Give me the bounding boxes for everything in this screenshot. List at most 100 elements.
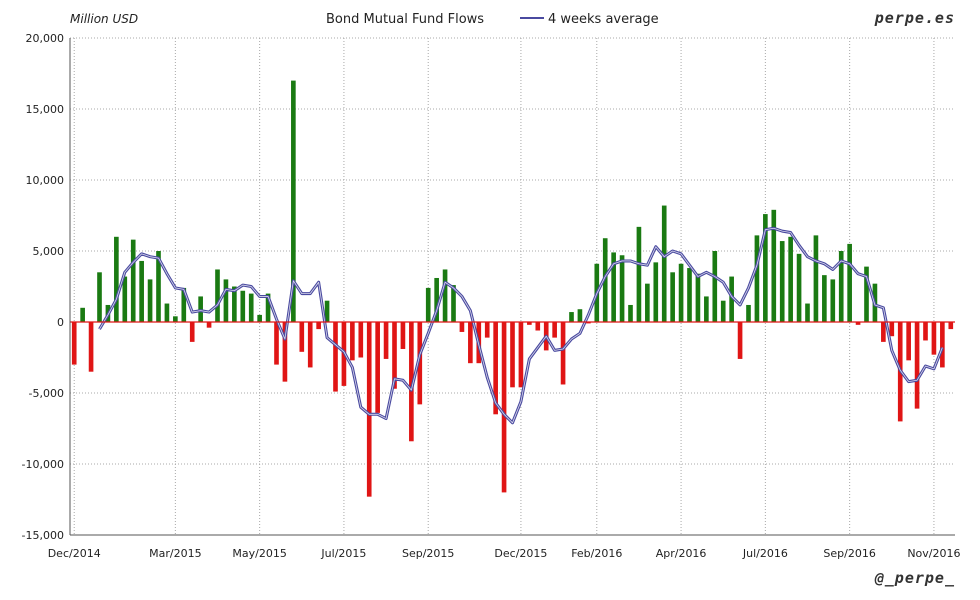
bar (392, 322, 397, 389)
bar (468, 322, 473, 364)
bar (645, 283, 650, 322)
axes (69, 38, 955, 536)
y-tick-label: 15,000 (26, 103, 65, 116)
bar (586, 322, 591, 324)
bar (796, 253, 802, 322)
bar (923, 322, 928, 341)
bar (358, 322, 364, 358)
y-tick-label: 0 (57, 316, 64, 329)
bar (678, 263, 684, 322)
bar (459, 322, 465, 332)
bar (779, 241, 785, 322)
bar (139, 260, 144, 322)
bar (704, 296, 709, 322)
bar (274, 322, 279, 365)
bar (822, 275, 827, 322)
bar (291, 80, 296, 322)
x-tick-label: Dec/2014 (48, 547, 101, 560)
bar (754, 235, 760, 322)
bar (156, 251, 161, 322)
bar (114, 236, 119, 322)
bar (417, 322, 423, 405)
bar (720, 300, 726, 322)
bar (830, 279, 836, 322)
bar (805, 303, 810, 322)
unit-label: Million USD (70, 12, 138, 26)
bar (240, 290, 246, 322)
x-tick-label: Feb/2016 (571, 547, 622, 560)
bar (181, 287, 187, 322)
bar (838, 251, 844, 322)
bar (527, 322, 532, 325)
bar (535, 322, 541, 331)
author-handle: @_perpe_ (874, 569, 955, 587)
bar (80, 307, 85, 322)
bar (771, 209, 777, 322)
bar (173, 316, 178, 322)
bar (501, 322, 507, 493)
bar (71, 322, 77, 365)
bar (366, 322, 372, 497)
bar (560, 322, 566, 385)
bar (569, 312, 574, 322)
bar (299, 322, 305, 352)
legend-label: 4 weeks average (548, 12, 659, 27)
x-tick-label: May/2015 (232, 547, 286, 560)
x-tick-label: Jul/2016 (742, 547, 788, 560)
bar (746, 304, 751, 322)
bar (324, 300, 330, 322)
bar (881, 322, 886, 342)
bar (889, 322, 895, 337)
bar (493, 322, 498, 415)
bar (257, 314, 262, 322)
bar (375, 322, 380, 413)
bar (248, 293, 254, 322)
bar (687, 268, 692, 322)
bar (350, 322, 355, 361)
bar (451, 285, 456, 322)
y-tick-label: 10,000 (26, 174, 65, 187)
average-line-highlight (99, 227, 943, 424)
bar (670, 272, 675, 322)
bar-series (71, 80, 954, 497)
y-tick-label: 20,000 (26, 32, 65, 45)
average-line-series (98, 226, 944, 425)
bar (282, 322, 288, 382)
bar (855, 322, 861, 325)
bar (307, 322, 313, 368)
bar (788, 236, 793, 322)
bar (206, 322, 212, 328)
bar (611, 252, 616, 322)
bar (409, 322, 414, 442)
bar (164, 303, 170, 322)
bar (906, 322, 911, 361)
x-tick-label: Jul/2015 (320, 547, 366, 560)
bar (215, 269, 220, 322)
bar (400, 322, 406, 349)
bar (695, 273, 701, 322)
brand-logo: perpe.es (874, 9, 955, 27)
bar (813, 235, 819, 322)
x-tick-label: Sep/2016 (823, 547, 875, 560)
bar (712, 251, 718, 322)
bar (552, 322, 557, 338)
y-tick-label: -5,000 (29, 387, 64, 400)
y-tick-label: 5,000 (33, 245, 65, 258)
bar (661, 205, 667, 322)
bar (383, 322, 389, 359)
bar (729, 276, 734, 322)
bar (434, 277, 439, 322)
bar (316, 322, 321, 330)
bar (737, 322, 743, 359)
bar (88, 322, 94, 372)
bar (97, 272, 102, 322)
bar (577, 309, 583, 322)
bar (333, 322, 338, 392)
bar (122, 276, 128, 322)
bar (931, 322, 937, 355)
bar (619, 255, 625, 322)
bar (948, 322, 954, 330)
bar (147, 279, 153, 322)
